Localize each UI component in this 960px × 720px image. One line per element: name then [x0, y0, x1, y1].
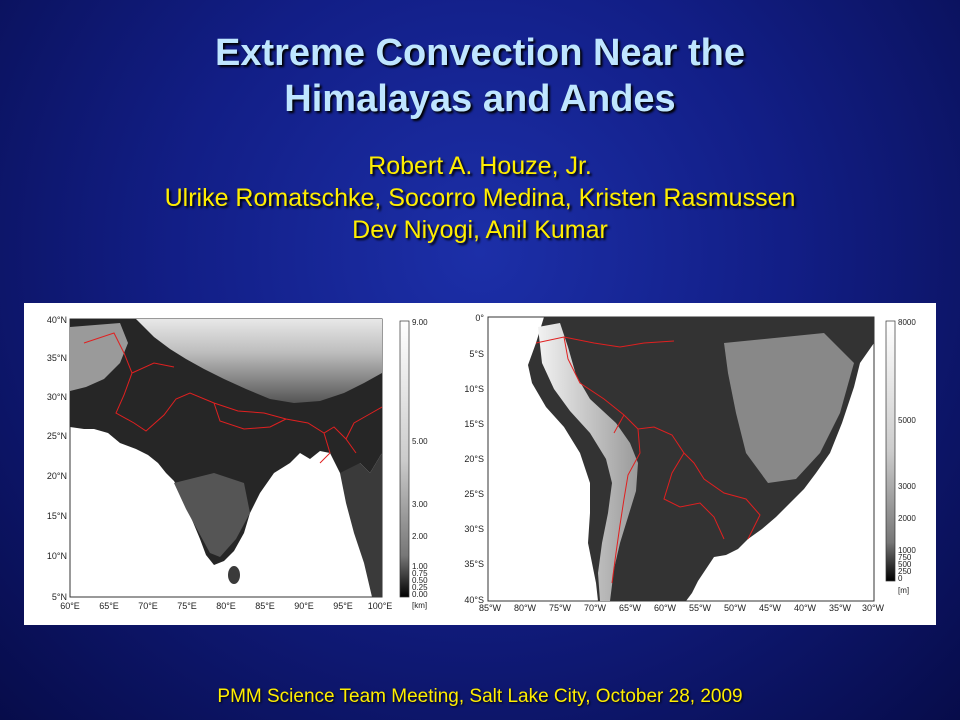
lon-label: 80°W [514, 603, 537, 613]
colorbar-label: 0.00 [412, 590, 428, 599]
lon-label: 100°E [368, 601, 393, 611]
lon-label: 95°E [333, 601, 353, 611]
lat-label: 5°S [469, 349, 484, 359]
map-left-colorbar [399, 320, 410, 598]
lon-label: 60°W [654, 603, 677, 613]
map-right-lon-labels: 85°W 80°W 75°W 70°W 65°W 60°W 55°W 50°W … [479, 603, 885, 613]
lat-label: 0° [475, 313, 484, 323]
lat-label: 10°S [464, 384, 484, 394]
lon-label: 50°W [724, 603, 747, 613]
title-line-1: Extreme Convection Near the [214, 32, 746, 74]
lon-label: 65°W [619, 603, 642, 613]
map-left-southeast-asia [340, 453, 382, 597]
lon-label: 30°W [862, 603, 885, 613]
map-left-sri-lanka [228, 566, 240, 584]
map-left-colorbar-labels: 9.00 5.00 3.00 2.00 1.00 0.75 0.50 0.25 … [412, 318, 428, 610]
lat-label: 30°S [464, 524, 484, 534]
title-line-2: Himalayas and Andes [284, 78, 676, 120]
lon-label: 70°E [138, 601, 158, 611]
colorbar-label: 250 [898, 567, 912, 576]
lon-label: 75°E [177, 601, 197, 611]
maps-figure: 40°N 35°N 30°N 25°N 20°N 15°N 10°N 5°N 6… [47, 313, 916, 613]
map-left-tibetan-plateau [136, 319, 382, 403]
lat-label: 20°S [464, 454, 484, 464]
lon-label: 40°W [794, 603, 817, 613]
lon-label: 55°W [689, 603, 712, 613]
author-list: Robert A. Houze, Jr. Ulrike Romatschke, … [0, 150, 960, 246]
map-right-lat-labels: 0° 5°S 10°S 15°S 20°S 25°S 30°S 35°S 40°… [464, 313, 484, 605]
colorbar-label: 8000 [898, 318, 916, 327]
colorbar-label: 3.00 [412, 500, 428, 509]
colorbar-label: 5.00 [412, 437, 428, 446]
map-left-south-asia: 40°N 35°N 30°N 25°N 20°N 15°N 10°N 5°N 6… [47, 315, 428, 611]
author-line: Robert A. Houze, Jr. [368, 152, 592, 180]
lat-label: 40°N [47, 315, 67, 325]
map-right-brazil-highlands [724, 333, 854, 483]
lon-label: 60°E [60, 601, 80, 611]
lon-label: 80°E [216, 601, 236, 611]
colorbar-label: 9.00 [412, 318, 428, 327]
colorbar-label: 500 [898, 560, 912, 569]
lat-label: 15°N [47, 511, 67, 521]
colorbar-unit: [km] [412, 601, 427, 610]
map-left-deccan [174, 473, 250, 557]
colorbar-label: 2000 [898, 514, 916, 523]
colorbar-label: 0.25 [412, 583, 428, 592]
colorbar-label: 3000 [898, 482, 916, 491]
colorbar-label: 2.00 [412, 532, 428, 541]
colorbar-label: 0 [898, 574, 903, 583]
lat-label: 25°N [47, 431, 67, 441]
map-left-lat-labels: 40°N 35°N 30°N 25°N 20°N 15°N 10°N 5°N [47, 315, 67, 602]
colorbar-label: 1.00 [412, 562, 428, 571]
lat-label: 35°S [464, 559, 484, 569]
lat-label: 10°N [47, 551, 67, 561]
author-line: Ulrike Romatschke, Socorro Medina, Krist… [164, 184, 796, 212]
map-right-andes [538, 323, 638, 601]
lat-label: 30°N [47, 392, 67, 402]
lon-label: 85°W [479, 603, 502, 613]
colorbar-label: 750 [898, 553, 912, 562]
lat-label: 35°N [47, 353, 67, 363]
lon-label: 70°W [584, 603, 607, 613]
map-left-iran-plateau [70, 323, 128, 391]
map-left-borders [83, 332, 383, 464]
lon-label: 75°W [549, 603, 572, 613]
colorbar-label: 0.75 [412, 569, 428, 578]
map-right-borders [535, 336, 761, 584]
map-right-colorbar-labels: 8000 5000 3000 2000 1000 750 500 250 0 [… [898, 318, 916, 595]
map-right-colorbar [885, 320, 896, 582]
author-line: Dev Niyogi, Anil Kumar [352, 216, 608, 244]
lon-label: 90°E [294, 601, 314, 611]
colorbar-label: 0.50 [412, 576, 428, 585]
lat-label: 20°N [47, 471, 67, 481]
colorbar-label: 1000 [898, 546, 916, 555]
colorbar-label: 5000 [898, 416, 916, 425]
lat-label: 15°S [464, 419, 484, 429]
lon-label: 85°E [255, 601, 275, 611]
map-right-south-america: 0° 5°S 10°S 15°S 20°S 25°S 30°S 35°S 40°… [464, 313, 916, 613]
lat-label: 25°S [464, 489, 484, 499]
slide-footer: PMM Science Team Meeting, Salt Lake City… [217, 686, 743, 707]
colorbar-unit: [m] [898, 586, 909, 595]
lat-label: 40°S [464, 595, 484, 605]
lon-label: 45°W [759, 603, 782, 613]
lon-label: 65°E [99, 601, 119, 611]
figure-panel: 40°N 35°N 30°N 25°N 20°N 15°N 10°N 5°N 6… [24, 303, 936, 625]
slide-title: Extreme Convection Near the Himalayas an… [0, 30, 960, 122]
lat-label: 5°N [52, 592, 67, 602]
map-left-lon-labels: 60°E 65°E 70°E 75°E 80°E 85°E 90°E 95°E … [60, 601, 392, 611]
lon-label: 35°W [829, 603, 852, 613]
